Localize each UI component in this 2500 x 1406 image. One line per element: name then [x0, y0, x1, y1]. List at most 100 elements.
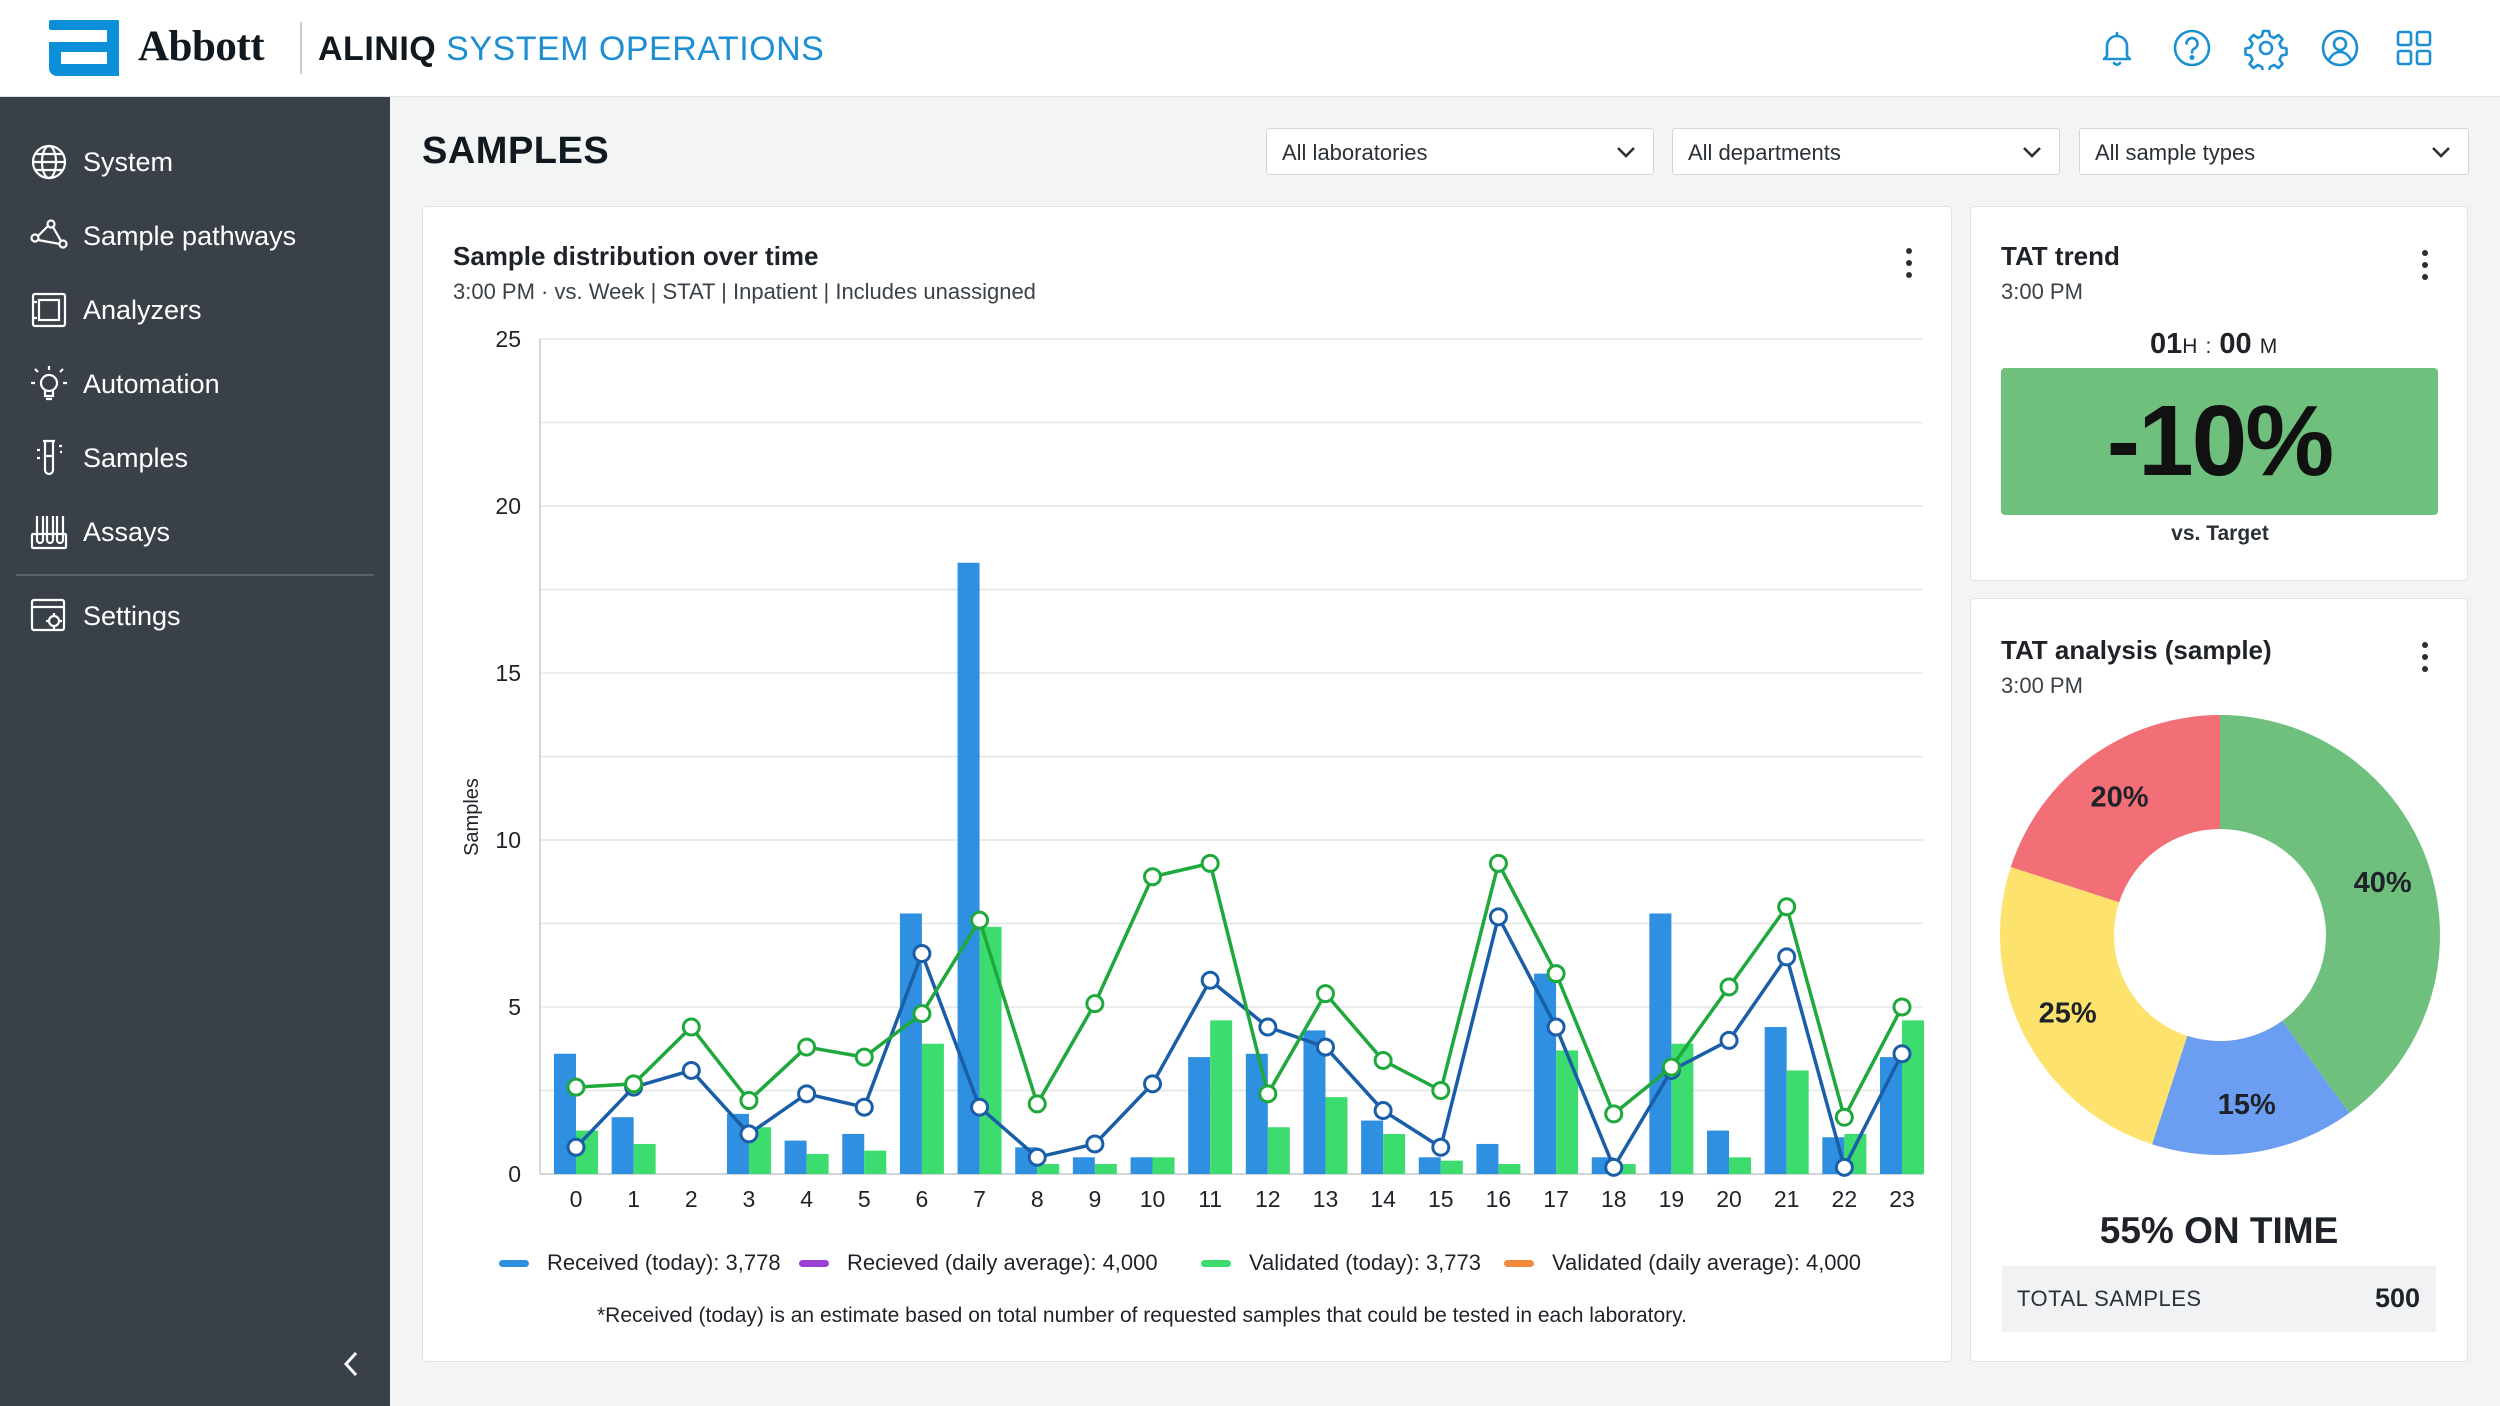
chevron-down-icon — [2432, 147, 2450, 158]
chevron-down-icon — [2023, 147, 2041, 158]
departments-dropdown[interactable]: All departments — [1672, 128, 2060, 175]
more-options-icon[interactable] — [1897, 243, 1921, 283]
tat-donut-chart: 40% 15% 25% 20% — [2000, 715, 2440, 1155]
tat-hours: 01 — [2150, 328, 2183, 360]
donut-slice-label: 15% — [2218, 1089, 2276, 1121]
point-received-average — [1546, 1017, 1566, 1037]
point-validated-average — [1892, 997, 1912, 1017]
product-subtitle: SYSTEM OPERATIONS — [446, 30, 825, 68]
x-tick-label: 12 — [1255, 1186, 1281, 1212]
sidebar-item-assays[interactable]: Assays — [0, 499, 390, 565]
card-title: TAT analysis (sample) — [2001, 635, 2272, 665]
point-validated-average — [797, 1037, 817, 1057]
sidebar-item-label: Samples — [83, 442, 189, 473]
legend-validated-average: Validated (daily average): 4,000 — [1504, 1250, 1861, 1276]
donut-slice — [2152, 1020, 2350, 1155]
bulb-icon — [27, 362, 71, 406]
x-tick-label: 17 — [1543, 1186, 1569, 1212]
point-validated-average — [1200, 853, 1220, 873]
sidebar-item-label: Assays — [83, 516, 171, 547]
x-tick-label: 22 — [1832, 1186, 1858, 1212]
dropdown-label: All sample types — [2095, 140, 2256, 165]
bar-received-today — [1649, 913, 1672, 1174]
sample-types-dropdown[interactable]: All sample types — [2079, 128, 2469, 175]
analyzer-icon — [27, 288, 71, 332]
more-options-icon[interactable] — [2413, 245, 2437, 285]
bar-received-today — [784, 1140, 807, 1174]
line-received-average — [574, 915, 1904, 1170]
point-received-average — [566, 1137, 586, 1157]
abbott-logo-icon — [49, 20, 119, 76]
point-validated-average — [566, 1077, 586, 1097]
donut-slice — [2000, 867, 2188, 1145]
point-validated-average — [1258, 1084, 1278, 1104]
bar-validated-today — [1498, 1163, 1521, 1174]
chart-footnote: *Received (today) is an estimate based o… — [597, 1304, 1687, 1327]
sidebar-item-analyzers[interactable]: Analyzers — [0, 277, 390, 343]
tat-minutes: 00 — [2219, 328, 2252, 360]
point-received-average — [1085, 1134, 1105, 1154]
legend-received-today: Received (today): 3,778 — [499, 1250, 781, 1276]
point-validated-average — [1546, 964, 1566, 984]
legend-label: Validated (daily average): 4,000 — [1552, 1250, 1862, 1275]
bar-validated-today — [1094, 1163, 1117, 1174]
bar-validated-today — [921, 1043, 944, 1174]
bar-validated-today — [1267, 1127, 1290, 1174]
card-title: TAT trend — [2001, 241, 2120, 271]
chevron-left-icon — [343, 1351, 358, 1377]
sidebar-item-system[interactable]: System — [0, 129, 390, 195]
point-validated-average — [1488, 853, 1508, 873]
user-icon[interactable] — [2318, 26, 2362, 70]
collapse-sidebar-button[interactable] — [336, 1347, 366, 1381]
bar-validated-today — [806, 1153, 829, 1174]
point-received-average — [854, 1097, 874, 1117]
tat-separator: : — [2205, 335, 2212, 358]
sidebar-divider — [16, 574, 374, 576]
point-validated-average — [1431, 1081, 1451, 1100]
apps-grid-icon[interactable] — [2392, 26, 2436, 70]
x-tick-label: 0 — [570, 1186, 583, 1212]
sidebar-item-settings[interactable]: Settings — [0, 583, 390, 649]
point-received-average — [1315, 1037, 1335, 1057]
bar-validated-today — [1556, 1050, 1579, 1174]
x-tick-label: 15 — [1428, 1186, 1454, 1212]
gear-icon[interactable] — [2244, 26, 2288, 74]
legend-label: Received (today): 3,778 — [547, 1250, 781, 1275]
point-received-average — [681, 1060, 701, 1080]
bar-validated-today — [1440, 1160, 1463, 1174]
total-samples-label: TOTAL SAMPLES — [2017, 1286, 2202, 1311]
bell-icon[interactable] — [2095, 26, 2139, 70]
bar-validated-today — [1786, 1070, 1809, 1174]
x-tick-label: 10 — [1140, 1186, 1166, 1212]
assays-icon — [27, 510, 71, 554]
laboratories-dropdown[interactable]: All laboratories — [1266, 128, 1654, 175]
donut-slice-label: 25% — [2039, 998, 2097, 1030]
help-icon[interactable] — [2170, 26, 2214, 70]
more-options-icon[interactable] — [2413, 637, 2437, 677]
legend-label: Recieved (daily average): 4,000 — [847, 1250, 1158, 1275]
x-tick-label: 18 — [1601, 1186, 1627, 1212]
x-tick-label: 13 — [1313, 1186, 1339, 1212]
y-tick-label: 20 — [495, 493, 521, 519]
bar-validated-today — [1037, 1163, 1060, 1174]
bar-validated-today — [1383, 1133, 1406, 1174]
bar-validated-today — [979, 926, 1002, 1174]
sidebar-item-sample-pathways[interactable]: Sample pathways — [0, 203, 390, 269]
globe-icon — [27, 140, 71, 184]
legend-swatch — [499, 1259, 529, 1267]
bar-received-today — [1303, 1030, 1326, 1174]
legend-swatch — [1504, 1259, 1534, 1267]
y-tick-label: 10 — [495, 827, 521, 853]
sidebar-item-label: Settings — [83, 600, 181, 631]
x-tick-label: 20 — [1716, 1186, 1742, 1212]
bar-validated-today — [1902, 1020, 1924, 1174]
dropdown-label: All laboratories — [1282, 140, 1428, 165]
on-time-summary: 55% ON TIME — [2099, 1210, 2339, 1251]
x-tick-label: 2 — [685, 1186, 698, 1212]
bar-received-today — [957, 562, 980, 1174]
sidebar-item-label: Sample pathways — [83, 220, 297, 251]
total-samples-value: 500 — [2374, 1283, 2420, 1313]
sidebar-item-automation[interactable]: Automation — [0, 351, 390, 417]
x-tick-label: 8 — [1031, 1186, 1044, 1212]
sidebar-item-samples[interactable]: Samples — [0, 425, 390, 491]
